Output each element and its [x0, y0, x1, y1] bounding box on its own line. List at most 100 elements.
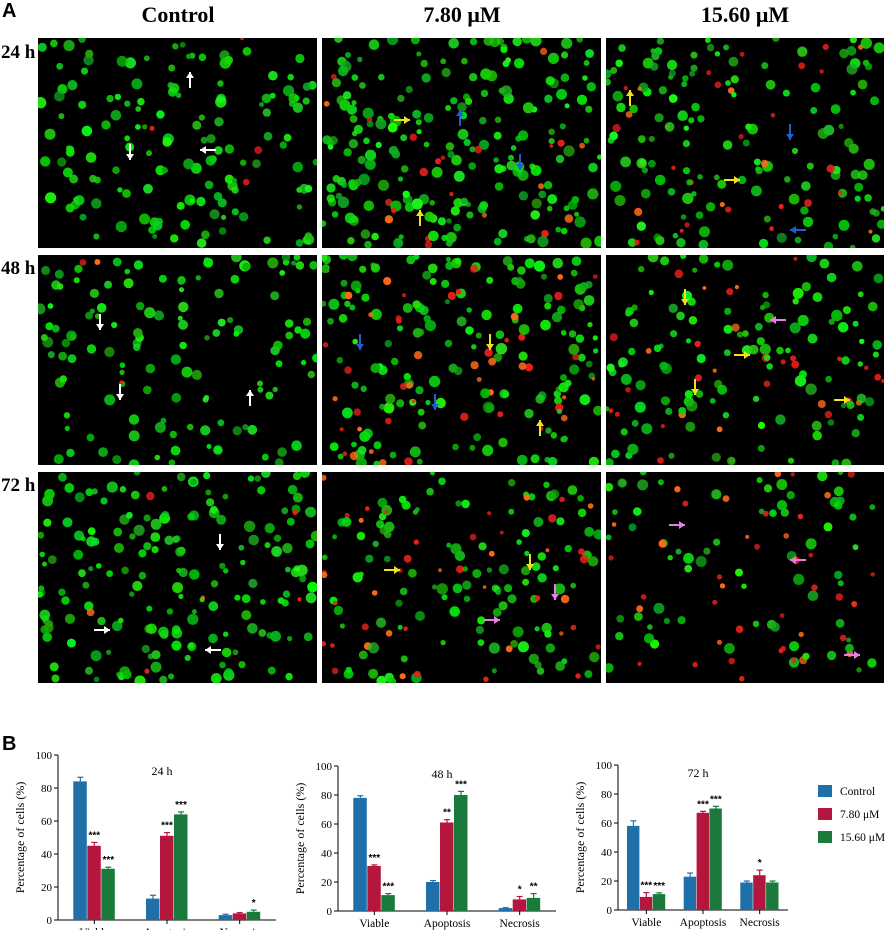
live-cell — [269, 92, 276, 99]
live-cell — [493, 131, 502, 140]
live-cell — [339, 99, 351, 111]
live-cell — [397, 176, 404, 182]
live-cell — [64, 613, 76, 624]
live-cell — [865, 397, 875, 407]
live-cell — [123, 278, 134, 289]
live-cell — [834, 570, 843, 580]
significance-label: *** — [175, 800, 187, 811]
live-cell — [465, 326, 474, 335]
live-cell — [295, 239, 304, 247]
live-cell — [681, 81, 688, 88]
live-cell — [667, 188, 676, 196]
live-cell — [242, 262, 251, 271]
live-cell — [615, 59, 623, 68]
live-cell — [510, 640, 518, 648]
live-cell — [400, 655, 408, 663]
dead-cell — [870, 572, 875, 577]
live-cell — [242, 424, 249, 431]
dead-cell — [518, 333, 526, 341]
live-cell — [769, 509, 777, 517]
live-cell — [238, 212, 249, 222]
live-cell — [462, 580, 472, 590]
live-cell — [857, 291, 864, 298]
live-cell — [513, 58, 525, 69]
live-cell — [258, 629, 267, 637]
live-cell — [38, 303, 46, 315]
live-cell — [131, 78, 143, 90]
live-cell — [854, 195, 861, 202]
live-cell — [116, 55, 128, 67]
arrow-head — [844, 396, 850, 404]
live-cell — [429, 278, 437, 285]
live-cell — [138, 571, 147, 580]
live-cell — [178, 287, 185, 293]
live-cell — [425, 399, 431, 406]
live-cell — [241, 594, 251, 604]
live-cell — [690, 64, 698, 72]
live-cell — [339, 623, 345, 629]
significance-label: ** — [443, 808, 451, 819]
dead-cell — [762, 510, 769, 517]
live-cell — [668, 452, 675, 459]
live-cell — [192, 120, 202, 130]
bar — [683, 876, 697, 910]
live-cell — [83, 55, 94, 66]
dead-cell — [322, 641, 326, 647]
live-cell — [349, 115, 358, 123]
live-cell — [857, 170, 868, 181]
live-cell — [831, 459, 840, 465]
dead-cell — [745, 534, 750, 539]
live-cell — [570, 269, 578, 277]
live-cell — [124, 135, 131, 142]
arrow-head — [205, 646, 211, 654]
dead-cell — [538, 183, 545, 190]
arrow-head — [404, 116, 410, 124]
live-cell — [589, 651, 600, 663]
live-cell — [414, 507, 420, 512]
live-cell — [171, 640, 182, 651]
live-cell — [362, 107, 374, 119]
live-cell — [247, 475, 255, 482]
live-cell — [421, 73, 431, 83]
live-cell — [122, 670, 132, 680]
bar-chart-24h: 0 20 40 60 80 100 Percentage of cells (%) 24 h *… — [0, 745, 290, 930]
live-cell — [402, 190, 410, 198]
dead-cell — [368, 449, 374, 454]
live-cell — [40, 156, 51, 167]
live-cell — [873, 42, 884, 54]
bar — [174, 814, 188, 920]
dead-cell — [470, 361, 479, 370]
live-cell — [332, 175, 340, 183]
dead-cell — [559, 496, 565, 503]
live-cell — [358, 571, 364, 577]
dead-cell — [482, 585, 487, 589]
dead-cell — [719, 202, 725, 207]
y-tick-label: 40 — [321, 848, 333, 860]
live-cell — [177, 315, 183, 321]
dead-cell — [404, 457, 413, 465]
micrograph-15-60-72h — [606, 472, 884, 683]
live-cell — [756, 477, 763, 484]
live-cell — [648, 159, 656, 168]
live-cell — [676, 238, 686, 248]
live-cell — [659, 361, 669, 371]
live-cell — [793, 573, 805, 585]
bar — [709, 808, 722, 910]
live-cell — [521, 566, 531, 576]
significance-label: *** — [710, 794, 722, 805]
live-cell — [548, 138, 555, 145]
live-cell — [784, 176, 791, 183]
live-cell — [285, 331, 294, 340]
live-cell — [475, 332, 482, 339]
live-cell — [453, 170, 465, 182]
live-cell — [647, 624, 653, 630]
live-cell — [438, 477, 446, 486]
live-cell — [332, 534, 338, 540]
live-cell — [142, 124, 148, 130]
live-cell — [74, 264, 83, 273]
live-cell — [240, 159, 247, 166]
live-cell — [322, 300, 327, 307]
dead-cell — [344, 366, 352, 374]
significance-label: *** — [455, 779, 467, 790]
live-cell — [187, 613, 199, 625]
